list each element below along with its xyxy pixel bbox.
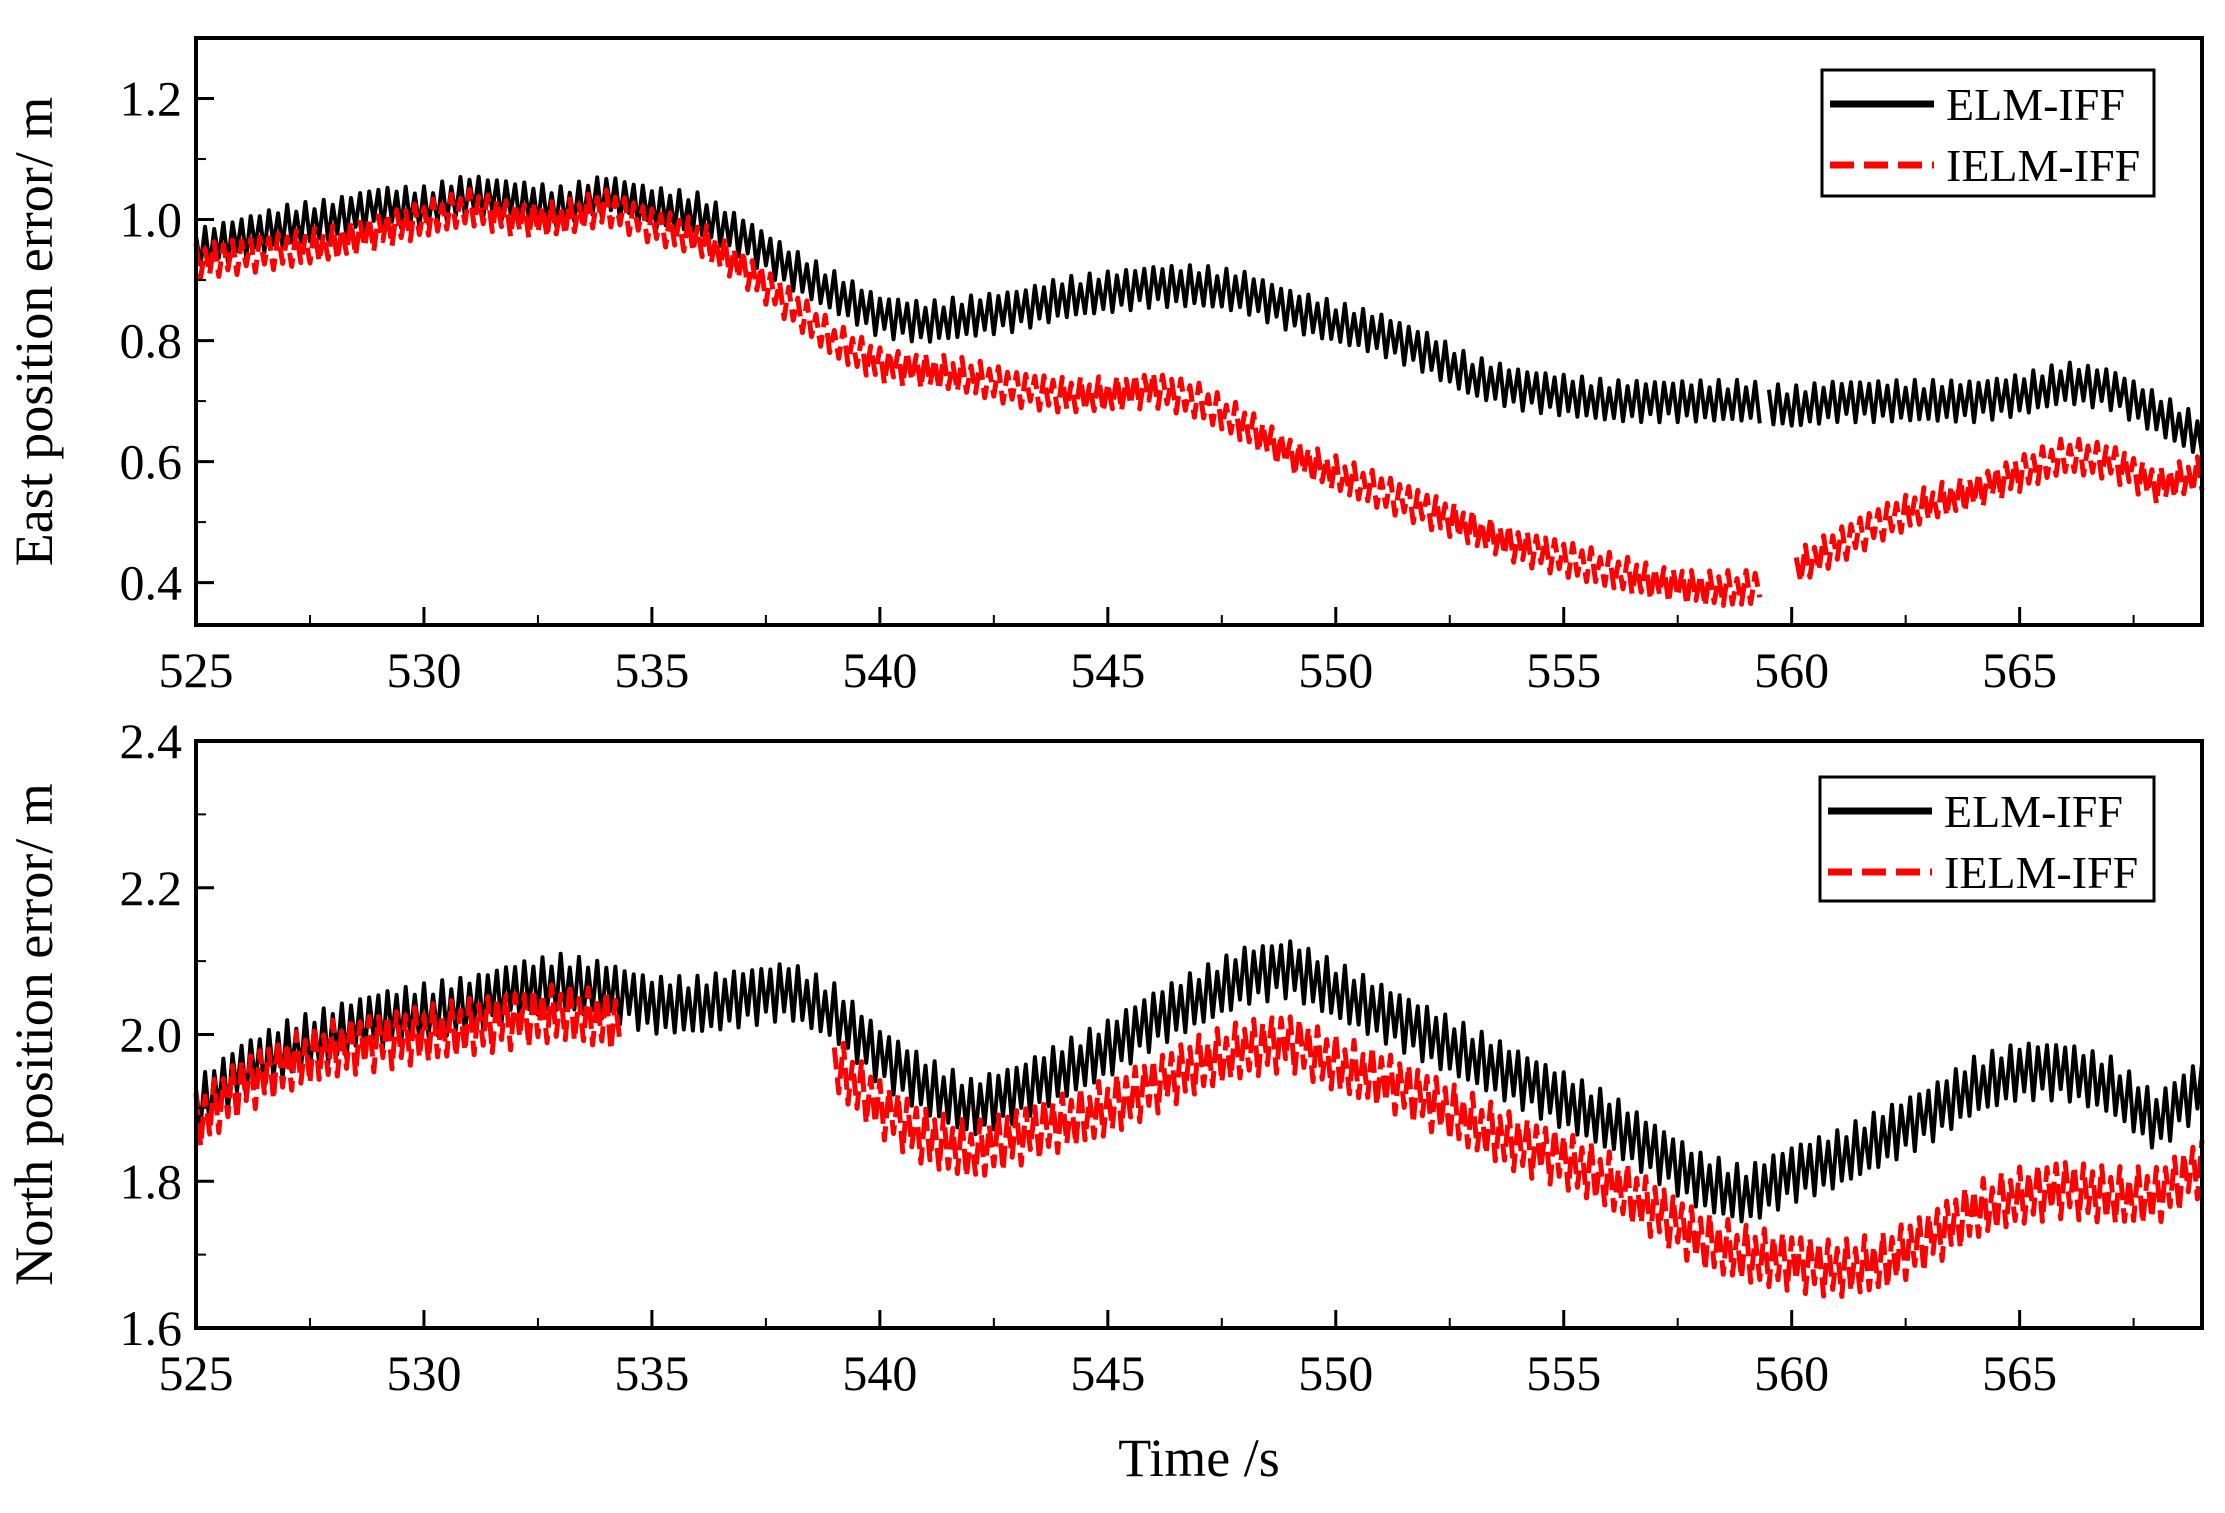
x-tick-label: 550 — [1298, 642, 1373, 698]
series-elm-iff — [194, 174, 2204, 454]
x-tick-label: 545 — [1070, 642, 1145, 698]
x-tick-label: 565 — [1982, 642, 2057, 698]
east-error-panel: 525 530 535 540 545 550 555 560 565 0.4 0.6 0.8 1.0 1… — [4, 36, 2205, 698]
series-line-segment — [193, 187, 1763, 609]
legend: ELM-IFF IELM-IFF — [1820, 68, 2156, 198]
legend-box — [1820, 68, 2156, 198]
x-tick-label: 560 — [1754, 642, 1829, 698]
y-tick-label: 0.6 — [120, 434, 183, 490]
y-tick-label: 2.4 — [120, 713, 183, 769]
x-tick-label: 530 — [386, 642, 461, 698]
x-tick-label: 560 — [1754, 1345, 1829, 1401]
north-error-panel: 525 530 535 540 545 550 555 560 565 1.6 1.8 2.0 2.2 2… — [4, 713, 2205, 1488]
legend-label: ELM-IFF — [1946, 79, 2125, 130]
legend-label: IELM-IFF — [1944, 847, 2138, 898]
x-tick-label: 525 — [159, 1345, 234, 1401]
x-tick-label: 530 — [386, 1345, 461, 1401]
series-line-segment — [831, 1014, 2205, 1299]
y-tick-label: 0.4 — [120, 555, 183, 611]
x-tick-label: 540 — [842, 642, 917, 698]
x-tick-label: 545 — [1070, 1345, 1145, 1401]
series-line-segment — [193, 982, 623, 1149]
y-axis-label: East position error/ m — [4, 97, 64, 566]
series-line-segment — [194, 939, 2204, 1224]
legend-box — [1818, 775, 2156, 903]
series-line-segment — [1793, 436, 2205, 585]
plot-frame — [194, 36, 2204, 627]
series-elm-iff — [194, 939, 2204, 1224]
x-axis-label: Time /s — [1118, 1428, 1280, 1488]
y-tick-label: 1.0 — [120, 192, 183, 248]
x-tick-label: 555 — [1526, 1345, 1601, 1401]
y-tick-label: 2.2 — [120, 860, 183, 916]
series-ielm-iff — [193, 187, 2205, 609]
legend-label: ELM-IFF — [1944, 786, 2123, 837]
x-tick-label: 550 — [1298, 1345, 1373, 1401]
x-tick-label: 565 — [1982, 1345, 2057, 1401]
legend: ELM-IFF IELM-IFF — [1818, 775, 2156, 903]
x-tick-label: 525 — [159, 642, 234, 698]
legend-label: IELM-IFF — [1946, 140, 2140, 191]
y-tick-label: 2.0 — [120, 1007, 183, 1063]
x-tick-label: 555 — [1526, 642, 1601, 698]
series-line-segment — [1766, 360, 2204, 454]
y-tick-label: 1.8 — [120, 1153, 183, 1209]
y-axis-label: North position error/ m — [4, 783, 64, 1285]
series-ielm-iff — [193, 982, 2205, 1299]
y-tick-label: 0.8 — [120, 313, 183, 369]
x-tick-label: 540 — [842, 1345, 917, 1401]
y-tick-label: 1.6 — [120, 1300, 183, 1356]
x-tick-label: 535 — [614, 1345, 689, 1401]
y-tick-label: 1.2 — [120, 71, 183, 127]
x-tick-label: 535 — [614, 642, 689, 698]
